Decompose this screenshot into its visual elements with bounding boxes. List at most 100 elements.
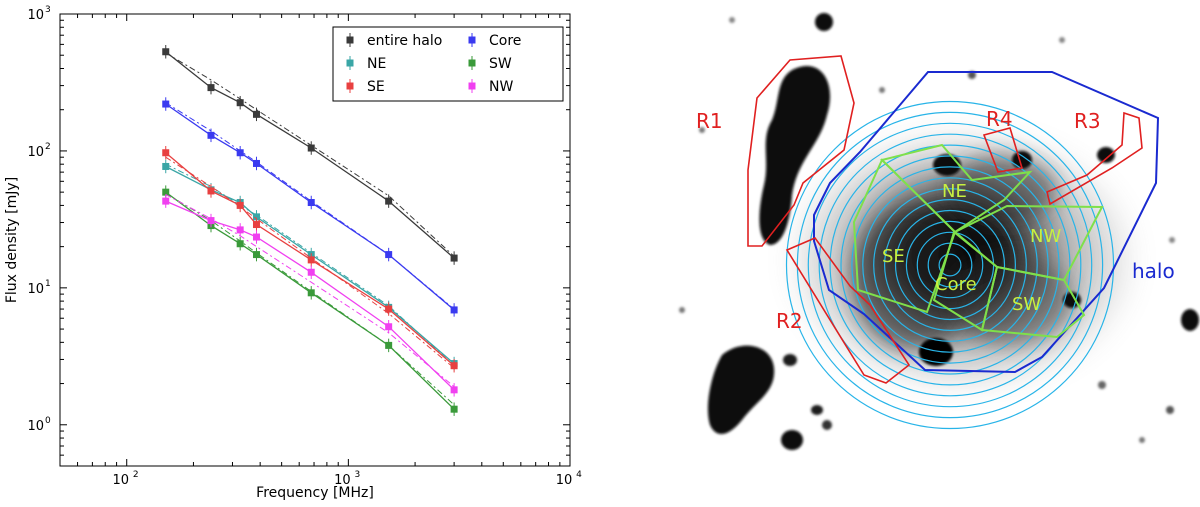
data-point-nw: [252, 233, 260, 241]
legend-marker: [468, 82, 476, 90]
annulus-ring: [807, 122, 1093, 408]
compact-source: [679, 307, 685, 313]
sector-outlines: [852, 143, 1104, 339]
compact-source: [815, 13, 833, 31]
annulus-ring: [840, 155, 1060, 375]
annulus-ring: [818, 133, 1082, 397]
compact-source: [783, 354, 797, 366]
data-point-nw: [236, 226, 244, 234]
compact-source: [1012, 151, 1032, 169]
data-point-se: [307, 256, 315, 264]
data-point-sw: [307, 289, 315, 297]
x-tick-exponent: 3: [354, 470, 360, 480]
data-point-sw: [385, 341, 393, 349]
compact-source: [1139, 437, 1145, 443]
legend-marker: [468, 36, 476, 44]
legend-label: NW: [489, 79, 513, 95]
annulus-ring: [884, 199, 1017, 332]
radio-image-panel: R1 R2 R3 R4 NE SE NW SW Core halo: [672, 0, 1200, 503]
compact-source: [781, 430, 803, 450]
data-point-sw: [450, 405, 458, 413]
tailed-source: [707, 345, 775, 435]
x-tick-exponent: 2: [133, 470, 139, 480]
label-se: SE: [882, 246, 905, 267]
series-line-ne: [165, 165, 455, 365]
annulus-ring: [862, 177, 1038, 353]
region-r3-outline: [1046, 111, 1143, 206]
bright-source: [919, 338, 953, 366]
region-r2-outline: [785, 237, 911, 384]
legend-label: entire halo: [367, 33, 442, 49]
x-tick-label: 10: [334, 473, 351, 488]
label-sw: SW: [1012, 294, 1041, 315]
data-point-nw: [385, 323, 393, 331]
region-r1-outline: [747, 55, 855, 247]
y-tick-exponent: 2: [45, 142, 51, 152]
y-tick-exponent: 1: [45, 279, 51, 289]
x-tick-exponent: 4: [576, 470, 582, 480]
annulus-ring: [785, 100, 1115, 430]
data-point-se: [450, 362, 458, 370]
x-axis-label: Frequency [MHz]: [256, 485, 374, 501]
compact-source: [729, 17, 735, 23]
data-point-entire-halo: [236, 99, 244, 107]
data-point-se: [385, 305, 393, 313]
radio-image: R1 R2 R3 R4 NE SE NW SW Core halo: [672, 0, 1200, 460]
data-point-entire-halo: [307, 144, 315, 152]
plot-frame: [59, 13, 571, 467]
annulus-ring: [851, 166, 1049, 364]
compact-source: [811, 405, 823, 415]
data-point-entire-halo: [162, 48, 170, 56]
data-point-ne: [252, 213, 260, 221]
label-r1: R1: [696, 109, 723, 133]
compact-source: [1097, 147, 1115, 163]
data-point-core: [252, 159, 260, 167]
compact-source: [1169, 237, 1175, 243]
compact-source: [1181, 309, 1199, 331]
y-tick-label: 10: [27, 8, 44, 23]
compact-source: [1098, 381, 1106, 389]
excluded-regions: [747, 55, 1143, 384]
halo-outline: [813, 71, 1160, 374]
label-r3: R3: [1074, 109, 1101, 133]
annulus-ring: [873, 188, 1027, 342]
label-ne: NE: [942, 181, 967, 202]
x-tick-label: 10: [112, 473, 129, 488]
data-point-se: [207, 187, 215, 195]
data-point-core: [207, 131, 215, 139]
compact-source: [1059, 37, 1065, 43]
legend-marker: [468, 59, 476, 67]
data-point-ne: [162, 162, 170, 170]
y-tick-label: 10: [27, 145, 44, 160]
compact-source: [1166, 406, 1174, 414]
data-point-se: [252, 221, 260, 229]
region-r4-outline: [982, 127, 1024, 173]
annulus-ring: [829, 144, 1071, 386]
annulus-ring: [938, 253, 962, 277]
legend-label: NE: [367, 56, 386, 72]
legend-marker: [346, 59, 354, 67]
y-tick-label: 10: [27, 282, 44, 297]
data-point-core: [162, 100, 170, 108]
sector-core-outline: [932, 230, 999, 332]
sector-se-outline: [852, 158, 957, 314]
data-point-nw: [207, 217, 215, 225]
compact-source: [879, 87, 885, 93]
data-point-nw: [162, 197, 170, 205]
spectrum-chart: 10 2 10 3 10 4 10 0 10 1 10 2 10 3 Frequency [MHz] Fl…: [0, 0, 600, 503]
compact-source: [822, 420, 832, 430]
legend-label: Core: [489, 33, 521, 49]
y-tick-exponent: 3: [45, 5, 51, 15]
label-halo: halo: [1132, 259, 1175, 283]
compact-source: [699, 127, 705, 133]
y-tick-label: 10: [27, 419, 44, 434]
annulus-ring: [796, 111, 1104, 419]
r1-radio-galaxy: [759, 66, 831, 245]
data-point-core: [236, 149, 244, 157]
y-axis-label: Flux density [mJy]: [4, 177, 20, 303]
chart-svg: 10 2 10 3 10 410 010 110 210 3 Frequency [MHz] Fl…: [4, 5, 582, 501]
image-labels: R1 R2 R3 R4 NE SE NW SW Core halo: [696, 107, 1175, 333]
legend-box: [332, 26, 564, 102]
compact-sources: [679, 13, 1199, 450]
data-point-sw: [162, 188, 170, 196]
